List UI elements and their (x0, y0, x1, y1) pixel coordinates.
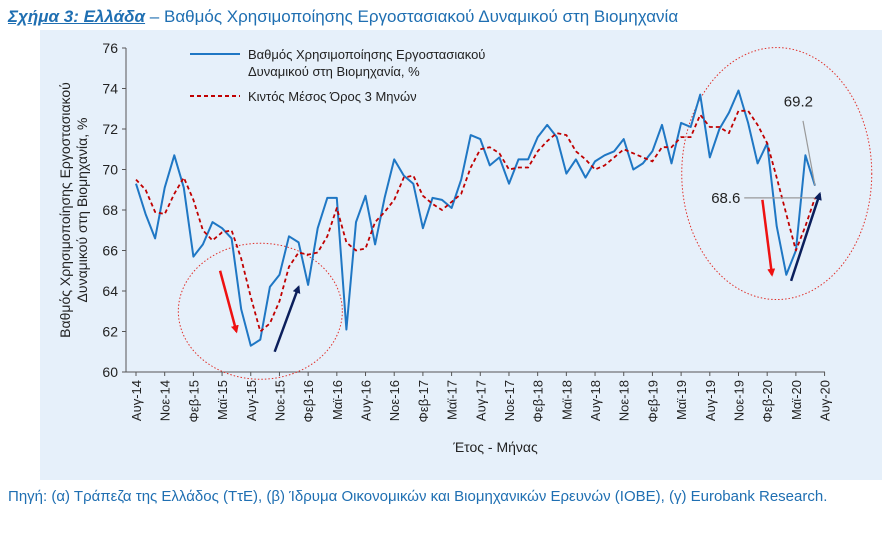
x-tick-label: Νοε-17 (502, 380, 517, 421)
up-arrow-2016 (273, 285, 301, 353)
series-line-moving-average (135, 109, 816, 333)
x-tick-label: Αυγ-16 (359, 380, 374, 421)
x-tick-label: Φεβ-16 (301, 380, 316, 422)
x-tick-label: Αυγ-18 (588, 380, 603, 421)
y-tick-label: 62 (102, 324, 118, 340)
x-tick-label: Φεβ-15 (186, 380, 201, 422)
up-arrow-2020 (789, 191, 822, 282)
x-tick-label: Νοε-15 (272, 380, 287, 421)
x-tick-label: Μαϊ-19 (674, 380, 689, 420)
x-tick-label: Νοε-19 (731, 380, 746, 421)
x-tick-label: Αυγ-20 (818, 380, 833, 421)
legend-label-moving-average: Κιντός Μέσος Όρος 3 Μηνών (248, 89, 417, 104)
y-tick-label: 68 (102, 202, 118, 218)
x-tick-label: Μαϊ-16 (330, 380, 345, 420)
down-arrow-2020 (761, 199, 776, 277)
x-tick-label: Μαϊ-15 (215, 380, 230, 420)
y-tick-label: 70 (102, 162, 118, 178)
highlight-ellipse-2015 (177, 242, 343, 380)
x-tick-label: Μαϊ-18 (559, 380, 574, 420)
y-tick-label: 60 (102, 364, 118, 380)
x-tick-label: Μαϊ-17 (445, 380, 460, 420)
x-tick-label: Μαϊ-20 (789, 380, 804, 420)
x-tick-label: Νοε-16 (387, 380, 402, 421)
highlight-ellipse-2020 (681, 47, 873, 301)
chart-panel: 60 62 64 66 68 70 72 74 76 Αυγ-14 Νοε-14 Φεβ-15 Μαϊ-… (40, 30, 882, 480)
y-axis-title-line: Δυναμικού στη Βιομηχανία, % (74, 118, 90, 303)
x-tick-label: Νοε-18 (617, 380, 632, 421)
x-tick-label: Φεβ-18 (531, 380, 546, 422)
figure-title-text: – Βαθμός Χρησιμοποίησης Εργοστασιακού Δυ… (149, 7, 679, 26)
x-tick-label: Αυγ-14 (129, 380, 144, 421)
annotation-value-69-2: 69.2 (784, 94, 813, 111)
y-tick-label: 66 (102, 243, 118, 259)
figure-title: Σχήμα 3: Ελλάδα – Βαθμός Χρησιμοποίησης … (8, 4, 678, 30)
x-tick-label: Αυγ-19 (703, 380, 718, 421)
down-arrow-2015 (218, 270, 239, 334)
annotation-value-68-6: 68.6 (711, 190, 740, 207)
series-line-capacity-utilization (135, 89, 816, 347)
legend-label-capacity: Δυναμικού στη Βιομηχανία, % (248, 64, 420, 79)
y-axis-title-line: Βαθμός Χρησιμοποίησης Εργοστασιακού (57, 82, 73, 338)
x-tick-label: Φεβ-20 (760, 380, 775, 422)
line-chart: 60 62 64 66 68 70 72 74 76 Αυγ-14 Νοε-14 Φεβ-15 Μαϊ-… (57, 40, 873, 455)
figure-label: Σχήμα 3: Ελλάδα (8, 7, 146, 26)
y-tick-label: 64 (102, 283, 118, 299)
y-tick-label: 76 (102, 40, 118, 56)
x-axis-title: Έτος - Μήνας (452, 439, 538, 455)
legend-label-capacity: Βαθμός Χρησιμοποίησης Εργοστασιακού (248, 47, 485, 62)
x-tick-label: Φεβ-19 (645, 380, 660, 422)
x-tick-label: Αυγ-17 (473, 380, 488, 421)
x-tick-label: Αυγ-15 (244, 380, 259, 421)
x-tick-label: Νοε-14 (158, 380, 173, 421)
y-tick-label: 72 (102, 121, 118, 137)
annotation-leader-69-2 (802, 120, 816, 186)
source-note: Πηγή: (α) Τράπεζα της Ελλάδος (ΤτΕ), (β)… (8, 488, 828, 505)
x-tick-label: Φεβ-17 (416, 380, 431, 422)
y-tick-label: 74 (102, 81, 118, 97)
